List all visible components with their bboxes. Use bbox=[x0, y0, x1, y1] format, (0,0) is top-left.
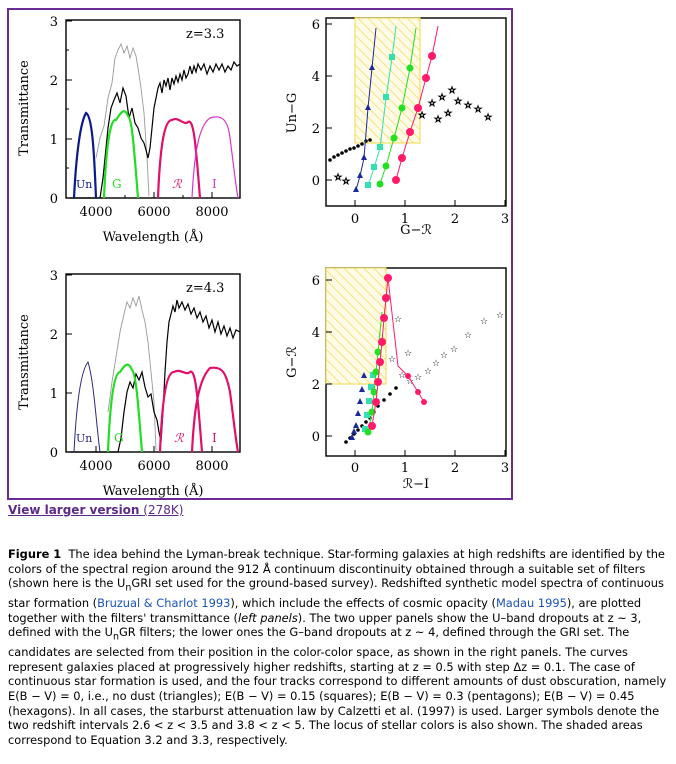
svg-text:☆: ☆ bbox=[454, 97, 462, 107]
svg-text:☆: ☆ bbox=[414, 373, 422, 383]
y-tick: 3 bbox=[50, 269, 58, 284]
x-tick: 8000 bbox=[195, 205, 228, 220]
x-tick: 0 bbox=[351, 212, 359, 227]
x-tick: 3 bbox=[501, 461, 509, 476]
view-larger-link[interactable]: View larger version (278K) bbox=[8, 503, 183, 517]
svg-text:☆: ☆ bbox=[484, 113, 492, 123]
svg-text:☆: ☆ bbox=[438, 93, 446, 103]
transmittance-panel-bottom: 0 1 2 3 4000 6000 8000 Wavelength (Å) Tr… bbox=[8, 262, 254, 507]
x-axis-label: G−ℛ bbox=[400, 223, 432, 238]
svg-text:☆: ☆ bbox=[388, 355, 396, 365]
svg-text:☆: ☆ bbox=[444, 109, 452, 119]
svg-text:☆: ☆ bbox=[440, 351, 448, 361]
citation-link[interactable]: Madau 1995 bbox=[495, 596, 567, 611]
y-tick: 4 bbox=[312, 326, 320, 341]
y-tick: 6 bbox=[312, 18, 320, 33]
y-axis-label: Transmittance bbox=[17, 60, 32, 156]
svg-text:☆: ☆ bbox=[342, 177, 350, 187]
color-color-panel-top: 0 1 2 3 0 2 4 6 G−ℛ Un−G ☆ ☆ ☆ ☆ ☆ ☆ ☆ ☆ ☆ ☆ ☆ ☆ bbox=[268, 8, 512, 253]
y-tick: 6 bbox=[312, 274, 320, 289]
svg-text:☆: ☆ bbox=[432, 359, 440, 369]
svg-text:☆: ☆ bbox=[398, 371, 406, 381]
y-tick: 0 bbox=[312, 174, 320, 189]
filter-label-g: G bbox=[114, 431, 124, 445]
y-tick: 0 bbox=[50, 192, 58, 207]
y-axis-label: Un−G bbox=[285, 93, 300, 134]
y-tick: 0 bbox=[312, 430, 320, 445]
y-tick: 2 bbox=[50, 328, 58, 343]
filter-label-un: Un bbox=[76, 432, 92, 445]
x-tick: 4000 bbox=[79, 459, 112, 474]
filter-label-r: ℛ bbox=[174, 431, 185, 445]
x-tick: 4000 bbox=[79, 205, 112, 220]
x-tick: 1 bbox=[401, 461, 409, 476]
file-size: (278K) bbox=[143, 503, 184, 517]
svg-text:☆: ☆ bbox=[450, 345, 458, 355]
svg-text:☆: ☆ bbox=[448, 86, 456, 96]
y-tick: 2 bbox=[312, 378, 320, 393]
y-tick: 0 bbox=[50, 446, 58, 461]
color-color-panel-bottom: 0 1 2 3 0 2 4 6 ℛ−I G−ℛ ☆ ☆ ☆ ☆ ☆ ☆ ☆ ☆ ☆ ☆ ☆ ☆ ☆ bbox=[268, 262, 512, 494]
svg-text:☆: ☆ bbox=[428, 99, 436, 109]
figure-label: Figure 1 bbox=[8, 547, 62, 561]
svg-text:☆: ☆ bbox=[434, 115, 442, 125]
citation-link[interactable]: Bruzual & Charlot 1993 bbox=[97, 596, 231, 611]
svg-text:☆: ☆ bbox=[394, 315, 402, 325]
x-tick: 1 bbox=[401, 212, 409, 227]
svg-text:☆: ☆ bbox=[496, 311, 504, 321]
filter-label-i: I bbox=[212, 431, 217, 445]
figure-caption: Figure 1 The idea behind the Lyman-break… bbox=[8, 547, 670, 747]
x-axis-label: ℛ−I bbox=[403, 477, 429, 492]
filter-label-g: G bbox=[112, 177, 122, 191]
svg-text:☆: ☆ bbox=[480, 317, 488, 327]
svg-text:☆: ☆ bbox=[334, 173, 342, 183]
caption-subscript: n bbox=[125, 582, 132, 594]
caption-text: GRI set used for the ground-based survey… bbox=[8, 576, 664, 611]
x-tick: 8000 bbox=[195, 459, 228, 474]
caption-text: ). The two upper panels show the U–band … bbox=[8, 610, 642, 640]
y-axis-label: Transmittance bbox=[17, 314, 32, 410]
svg-text:☆: ☆ bbox=[424, 367, 432, 377]
x-axis-label: Wavelength (Å) bbox=[103, 229, 204, 245]
caption-italic: left panels bbox=[237, 610, 298, 625]
transmittance-panel-top: 0 1 2 3 4000 6000 8000 Wavelength (Å) Tr… bbox=[8, 8, 254, 253]
y-tick: 1 bbox=[50, 133, 58, 148]
filter-label-un: Un bbox=[76, 178, 92, 191]
filter-label-i: I bbox=[212, 177, 217, 191]
x-tick: 6000 bbox=[137, 459, 170, 474]
y-tick: 3 bbox=[50, 15, 58, 30]
x-tick: 2 bbox=[451, 212, 459, 227]
x-tick: 3 bbox=[501, 212, 509, 227]
x-tick: 2 bbox=[451, 461, 459, 476]
svg-text:☆: ☆ bbox=[464, 331, 472, 341]
svg-text:☆: ☆ bbox=[404, 349, 412, 359]
figure-frame bbox=[7, 8, 513, 500]
svg-text:☆: ☆ bbox=[464, 101, 472, 111]
redshift-annotation: z=3.3 bbox=[186, 27, 224, 42]
caption-text: ), which include the effects of cosmic o… bbox=[230, 596, 496, 611]
y-tick: 4 bbox=[312, 70, 320, 85]
filter-label-r: ℛ bbox=[172, 177, 183, 191]
y-tick: 2 bbox=[312, 122, 320, 137]
x-tick: 6000 bbox=[137, 205, 170, 220]
x-axis-label: Wavelength (Å) bbox=[103, 483, 204, 499]
svg-text:☆: ☆ bbox=[406, 377, 414, 387]
redshift-annotation: z=4.3 bbox=[186, 281, 224, 296]
caption-text: The idea behind the Lyman-break techniqu… bbox=[8, 547, 665, 591]
svg-text:☆: ☆ bbox=[418, 111, 426, 121]
svg-text:☆: ☆ bbox=[474, 105, 482, 115]
y-tick: 2 bbox=[50, 74, 58, 89]
y-axis-label: G−ℛ bbox=[285, 346, 300, 378]
caption-text: GR filters; the lower ones the G–band dr… bbox=[8, 625, 667, 747]
y-tick: 1 bbox=[50, 387, 58, 402]
caption-text: ), are plotted together with the filters… bbox=[8, 596, 642, 625]
x-tick: 0 bbox=[351, 461, 359, 476]
caption-subscript: n bbox=[112, 631, 119, 643]
view-larger-label[interactable]: View larger version bbox=[8, 503, 140, 517]
